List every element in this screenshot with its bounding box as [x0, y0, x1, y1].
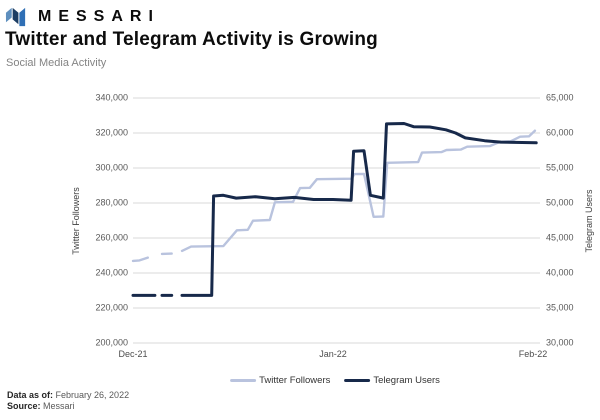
left-axis-title: Twitter Followers — [71, 187, 81, 255]
left-axis-tick-label: 220,000 — [95, 302, 128, 313]
left-axis-tick-label: 280,000 — [95, 197, 128, 208]
left-axis-tick-label: 260,000 — [95, 232, 128, 243]
x-axis-tick-label: Jan-22 — [319, 349, 347, 359]
brand-name: MESSARI — [38, 8, 160, 25]
right-axis-tick-label: 40,000 — [546, 267, 574, 278]
telegram-users-line — [180, 122, 538, 297]
chart-subtitle: Social Media Activity — [6, 57, 107, 69]
source-label: Source: — [7, 401, 41, 411]
right-axis-tick-label: 45,000 — [546, 232, 574, 243]
data-as-of-line: Data as of: February 26, 2022 — [7, 390, 129, 401]
telegram-users-legend-swatch — [344, 379, 371, 382]
x-axis-tick-label: Feb-22 — [518, 349, 548, 359]
twitter-followers-line — [131, 256, 149, 263]
legend: Twitter Followers Telegram Users — [230, 375, 440, 386]
twitter-followers-line — [180, 129, 537, 253]
source-value: Messari — [43, 401, 75, 411]
twitter-followers-legend-swatch — [230, 379, 257, 382]
right-axis-tick-label: 35,000 — [546, 302, 574, 313]
left-axis-tick-label: 320,000 — [95, 127, 128, 138]
legend-item-telegram-users: Telegram Users — [344, 375, 440, 386]
chart-title: Twitter and Telegram Activity is Growing — [5, 29, 378, 50]
chart-footer: Data as of: February 26, 2022 Source: Me… — [7, 390, 129, 412]
left-axis-tick-label: 340,000 — [95, 92, 128, 103]
left-axis-tick-label: 300,000 — [95, 162, 128, 173]
source-line: Source: Messari — [7, 401, 129, 412]
right-axis-tick-label: 65,000 — [546, 92, 574, 103]
right-axis-tick-label: 55,000 — [546, 162, 574, 173]
legend-item-twitter-followers: Twitter Followers — [230, 375, 330, 386]
x-axis-tick-label: Dec-21 — [118, 349, 148, 359]
left-axis-tick-label: 240,000 — [95, 267, 128, 278]
left-axis-tick-label: 200,000 — [95, 337, 128, 348]
right-axis-tick-label: 50,000 — [546, 197, 574, 208]
data-as-of-value: February 26, 2022 — [55, 390, 130, 400]
right-axis-tick-label: 60,000 — [546, 127, 574, 138]
twitter-followers-legend-label: Twitter Followers — [259, 375, 331, 386]
messari-logo-icon — [5, 6, 28, 29]
right-axis-title: Telegram Users — [584, 189, 594, 253]
telegram-users-legend-label: Telegram Users — [373, 375, 440, 386]
right-axis-tick-label: 30,000 — [546, 337, 574, 348]
data-as-of-label: Data as of: — [7, 390, 54, 400]
brand-header: MESSARI — [5, 5, 160, 29]
